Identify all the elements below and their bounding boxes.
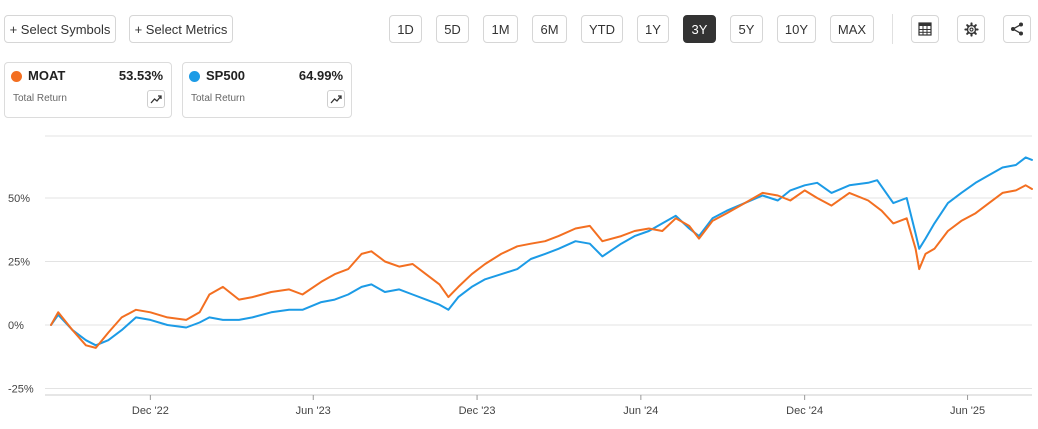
sp500-color-dot (189, 71, 200, 82)
y-tick-label: 0% (8, 320, 24, 332)
share-icon (1011, 22, 1023, 36)
x-tick-label: Jun '23 (296, 405, 331, 417)
y-tick-label: 25% (8, 257, 30, 269)
toolbar-divider (892, 14, 893, 44)
range-6m-button[interactable]: 6M (532, 15, 567, 43)
gear-icon (963, 21, 979, 37)
share-button[interactable] (1003, 15, 1031, 43)
sp500-trend-button[interactable] (327, 90, 345, 108)
legend-card-moat[interactable]: MOAT 53.53% Total Return (4, 62, 172, 118)
moat-symbol: MOAT (28, 68, 66, 83)
moat-trend-button[interactable] (147, 90, 165, 108)
range-max-button[interactable]: MAX (830, 15, 874, 43)
series-line-moat (50, 184, 1033, 349)
moat-return-value: 53.53% (118, 68, 163, 83)
x-tick-label: Dec '24 (786, 405, 823, 417)
select-symbols-button[interactable]: + Select Symbols (4, 15, 116, 43)
settings-button[interactable] (957, 15, 985, 43)
moat-color-dot (11, 71, 22, 82)
table-view-button[interactable] (911, 15, 939, 43)
range-1y-button[interactable]: 1Y (637, 15, 669, 43)
moat-metric-label: Total Return (13, 93, 67, 104)
x-tick-label: Dec '23 (459, 405, 496, 417)
y-tick-label: -25% (8, 384, 34, 396)
legend-card-sp500[interactable]: SP500 64.99% Total Return (182, 62, 352, 118)
select-metrics-button[interactable]: + Select Metrics (129, 15, 233, 43)
sp500-metric-label: Total Return (191, 93, 245, 104)
range-5d-button[interactable]: 5D (436, 15, 469, 43)
table-icon (918, 22, 932, 36)
series-line-sp500 (50, 156, 1033, 347)
sp500-symbol: SP500 (206, 68, 246, 83)
x-tick-label: Jun '24 (623, 405, 658, 417)
sp500-return-value: 64.99% (298, 68, 343, 83)
y-tick-label: 50% (8, 193, 30, 205)
range-1d-button[interactable]: 1D (389, 15, 422, 43)
range-5y-button[interactable]: 5Y (730, 15, 763, 43)
x-tick-label: Dec '22 (132, 405, 169, 417)
x-tick-label: Jun '25 (950, 405, 985, 417)
range-10y-button[interactable]: 10Y (777, 15, 816, 43)
trend-up-icon (150, 95, 162, 104)
range-3y-button[interactable]: 3Y (683, 15, 716, 43)
range-ytd-button[interactable]: YTD (581, 15, 623, 43)
trend-up-icon (330, 95, 342, 104)
range-1m-button[interactable]: 1M (483, 15, 518, 43)
